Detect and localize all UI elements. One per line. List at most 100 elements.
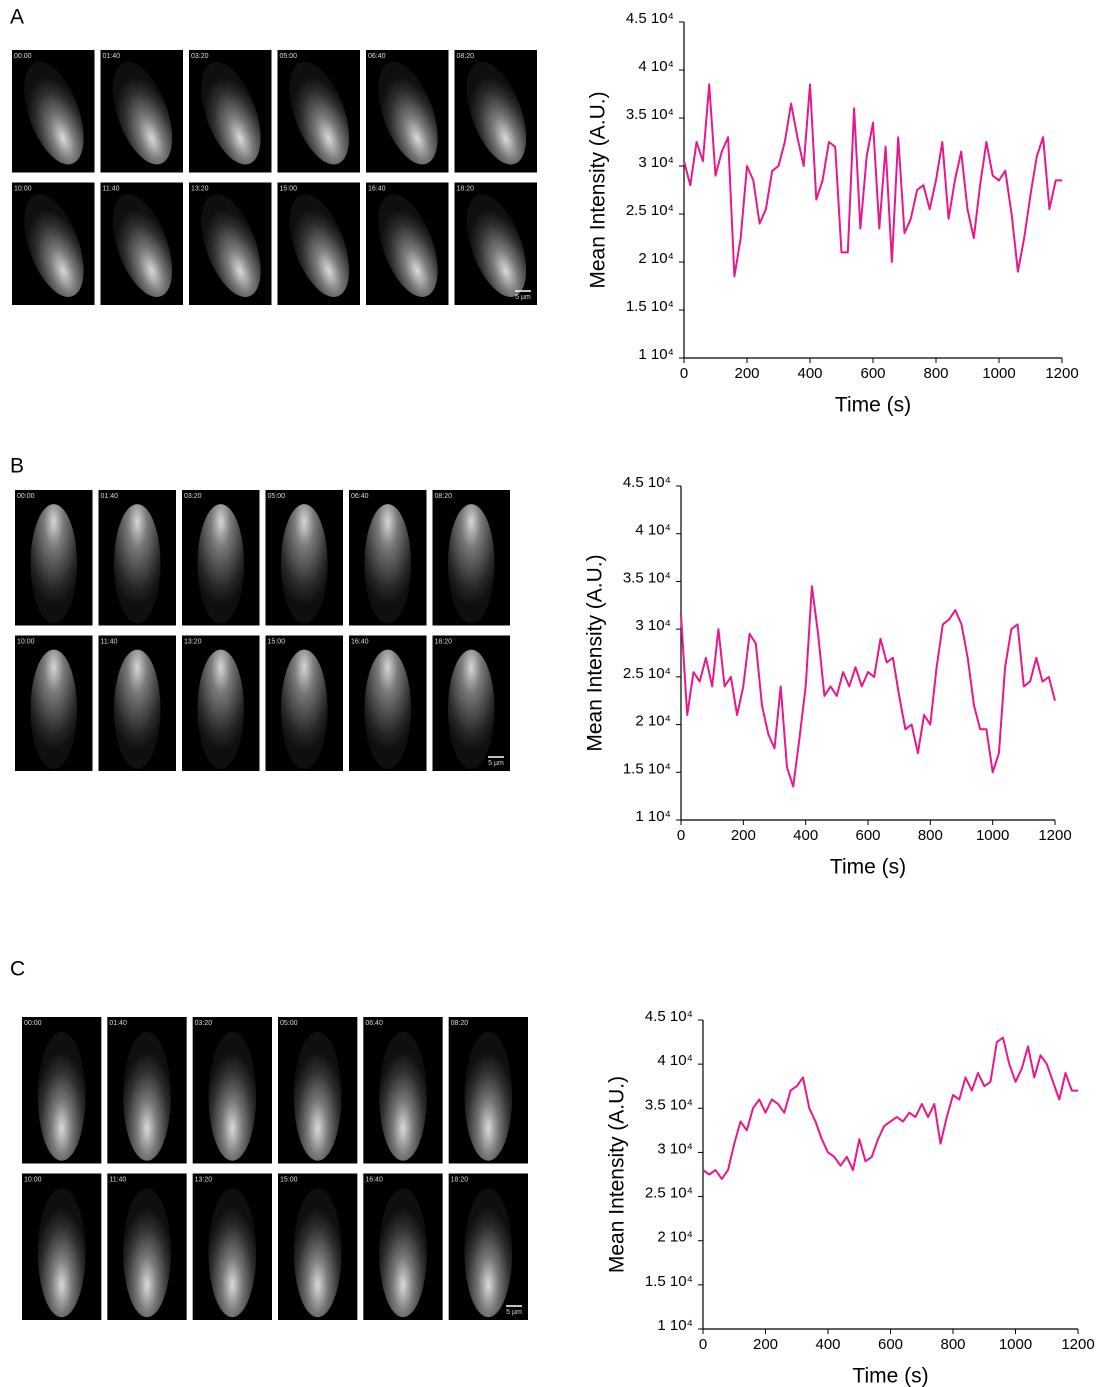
cell-image — [289, 194, 350, 297]
y-axis-label: Mean Intensity (A.U.) — [584, 554, 607, 751]
timestamp: 13:20 — [191, 185, 209, 192]
y-tick-label: 1.5 10⁴ — [626, 298, 674, 315]
x-tick-label: 200 — [734, 365, 759, 382]
cell-image — [30, 649, 77, 769]
y-axis-label: Mean Intensity (A.U.) — [606, 1076, 629, 1273]
scale-bar-label: 5 µm — [488, 760, 504, 767]
cell-image — [24, 194, 84, 297]
cell-image — [30, 504, 77, 624]
x-tick-label: 400 — [793, 827, 818, 844]
y-tick-label: 3 10⁴ — [635, 617, 671, 634]
cell-image — [24, 61, 84, 165]
timestamp: 16:40 — [368, 185, 386, 192]
y-tick-label: 2 10⁴ — [638, 250, 674, 267]
panel-label: A — [10, 6, 24, 29]
y-axis-label: Mean Intensity (A.U.) — [587, 91, 610, 288]
y-tick-label: 1 10⁴ — [638, 346, 674, 363]
timestamp: 18:20 — [435, 638, 453, 645]
cell-image — [289, 61, 350, 165]
y-tick-label: 2.5 10⁴ — [623, 665, 671, 682]
timestamp: 06:40 — [351, 493, 369, 500]
panel-label: C — [10, 958, 25, 981]
timestamp: 10:00 — [17, 638, 35, 645]
timestamp: 18:20 — [451, 1176, 469, 1183]
x-tick-label: 1000 — [976, 827, 1009, 844]
y-tick-label: 1 10⁴ — [635, 808, 671, 825]
cell-image — [466, 194, 527, 297]
cell-image — [208, 1031, 257, 1161]
y-tick-label: 1 10⁴ — [657, 1317, 693, 1334]
cell-image — [201, 194, 261, 297]
cell-image — [112, 61, 173, 165]
timestamp: 10:00 — [14, 185, 32, 192]
cell-image — [197, 649, 244, 769]
y-tick-label: 3.5 10⁴ — [626, 106, 674, 123]
x-axis-label: Time (s) — [835, 394, 911, 417]
y-tick-label: 1.5 10⁴ — [645, 1273, 693, 1290]
timestamp: 13:20 — [195, 1176, 213, 1183]
timestamp: 03:20 — [195, 1020, 213, 1027]
y-tick-label: 2 10⁴ — [635, 713, 671, 730]
y-tick-label: 4.5 10⁴ — [626, 10, 674, 27]
timestamp: 15:00 — [280, 185, 298, 192]
x-tick-label: 1000 — [999, 1336, 1032, 1353]
cell-image — [281, 504, 328, 624]
x-tick-label: 200 — [753, 1336, 778, 1353]
cell-image — [197, 504, 244, 624]
cell-image — [464, 1031, 513, 1161]
x-tick-label: 800 — [923, 365, 948, 382]
data-line — [680, 585, 1056, 788]
timestamp: 11:40 — [109, 1176, 126, 1183]
y-tick-label: 2 10⁴ — [657, 1229, 693, 1246]
x-tick-label: 800 — [940, 1336, 965, 1353]
cell-image — [281, 649, 328, 769]
scale-bar-label: 5 µm — [506, 1309, 522, 1316]
cell-image — [364, 649, 411, 769]
x-tick-label: 600 — [878, 1336, 903, 1353]
cell-image — [123, 1031, 171, 1161]
y-tick-label: 1.5 10⁴ — [623, 760, 671, 777]
x-tick-label: 0 — [680, 365, 688, 382]
y-tick-label: 3 10⁴ — [657, 1140, 693, 1157]
x-tick-label: 400 — [815, 1336, 840, 1353]
cell-image — [208, 1188, 257, 1318]
cell-image — [448, 649, 495, 769]
cell-image — [464, 1188, 513, 1318]
y-tick-label: 4 10⁴ — [657, 1052, 693, 1069]
timestamp: 06:40 — [368, 53, 386, 60]
x-tick-label: 0 — [699, 1336, 707, 1353]
timestamp: 00:00 — [17, 493, 35, 500]
timestamp: 08:20 — [457, 53, 475, 60]
cell-image — [378, 61, 438, 165]
timestamp: 00:00 — [14, 53, 32, 60]
timestamp: 16:40 — [365, 1176, 383, 1183]
timestamp: 06:40 — [365, 1020, 383, 1027]
x-tick-label: 1200 — [1045, 365, 1078, 382]
cell-image — [114, 504, 161, 624]
timestamp: 08:20 — [435, 493, 453, 500]
scale-bar-label: 5 µm — [515, 294, 531, 301]
timestamp: 03:20 — [191, 53, 209, 60]
cell-image — [379, 1188, 427, 1318]
timestamp: 15:00 — [268, 638, 286, 645]
cell-image — [466, 61, 527, 165]
timestamp: 15:00 — [280, 1176, 298, 1183]
cell-image — [364, 504, 411, 624]
timestamp: 01:40 — [103, 53, 121, 60]
cell-image — [37, 1188, 86, 1318]
x-tick-label: 600 — [860, 365, 885, 382]
x-tick-label: 400 — [797, 365, 822, 382]
cell-image — [37, 1031, 86, 1161]
cell-image — [114, 649, 161, 769]
timestamp: 01:40 — [101, 493, 119, 500]
y-tick-label: 3.5 10⁴ — [645, 1096, 693, 1113]
cell-image — [293, 1188, 342, 1318]
cell-image — [448, 504, 495, 624]
timestamp: 11:40 — [101, 638, 118, 645]
data-line — [683, 83, 1062, 278]
timestamp: 13:20 — [184, 638, 202, 645]
timestamp: 00:00 — [24, 1020, 42, 1027]
x-tick-label: 200 — [731, 827, 756, 844]
data-line — [702, 1036, 1078, 1180]
